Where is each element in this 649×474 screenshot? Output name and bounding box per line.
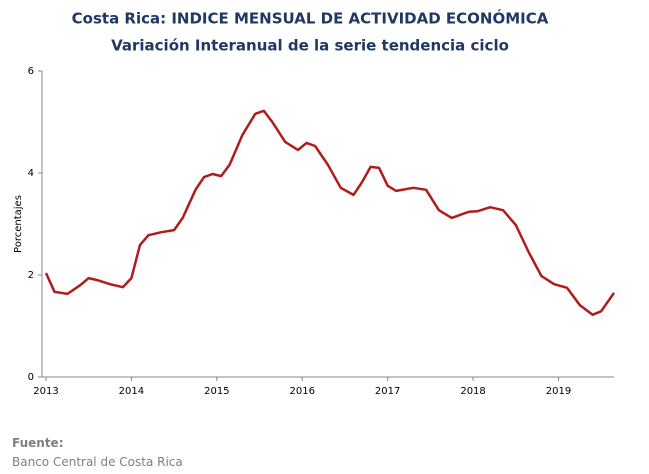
x-tick-label: 2018 — [460, 386, 485, 397]
y-tick-label: 2 — [28, 270, 34, 281]
chart-subtitle: Variación Interanual de la serie tendenc… — [111, 37, 509, 55]
y-tick-label: 4 — [28, 168, 34, 179]
data-line — [44, 109, 616, 317]
x-tick-label: 2015 — [204, 386, 229, 397]
source: Banco Central de Costa Rica — [12, 455, 183, 469]
source-label: Fuente: — [12, 436, 64, 450]
y-tick-label: 6 — [28, 66, 34, 77]
x-tick-label: 2016 — [290, 386, 315, 397]
x-tick-label: 2014 — [119, 386, 144, 397]
chart-title: Costa Rica: INDICE MENSUAL DE ACTIVIDAD … — [72, 9, 549, 28]
x-tick-label: 2017 — [375, 386, 400, 397]
chart: Costa Rica: INDICE MENSUAL DE ACTIVIDAD … — [13, 9, 616, 397]
y-tick-label: 0 — [28, 372, 34, 383]
y-axis-label: Porcentajes — [13, 195, 24, 253]
x-tick-label: 2019 — [546, 386, 571, 397]
x-tick-label: 2013 — [33, 386, 58, 397]
